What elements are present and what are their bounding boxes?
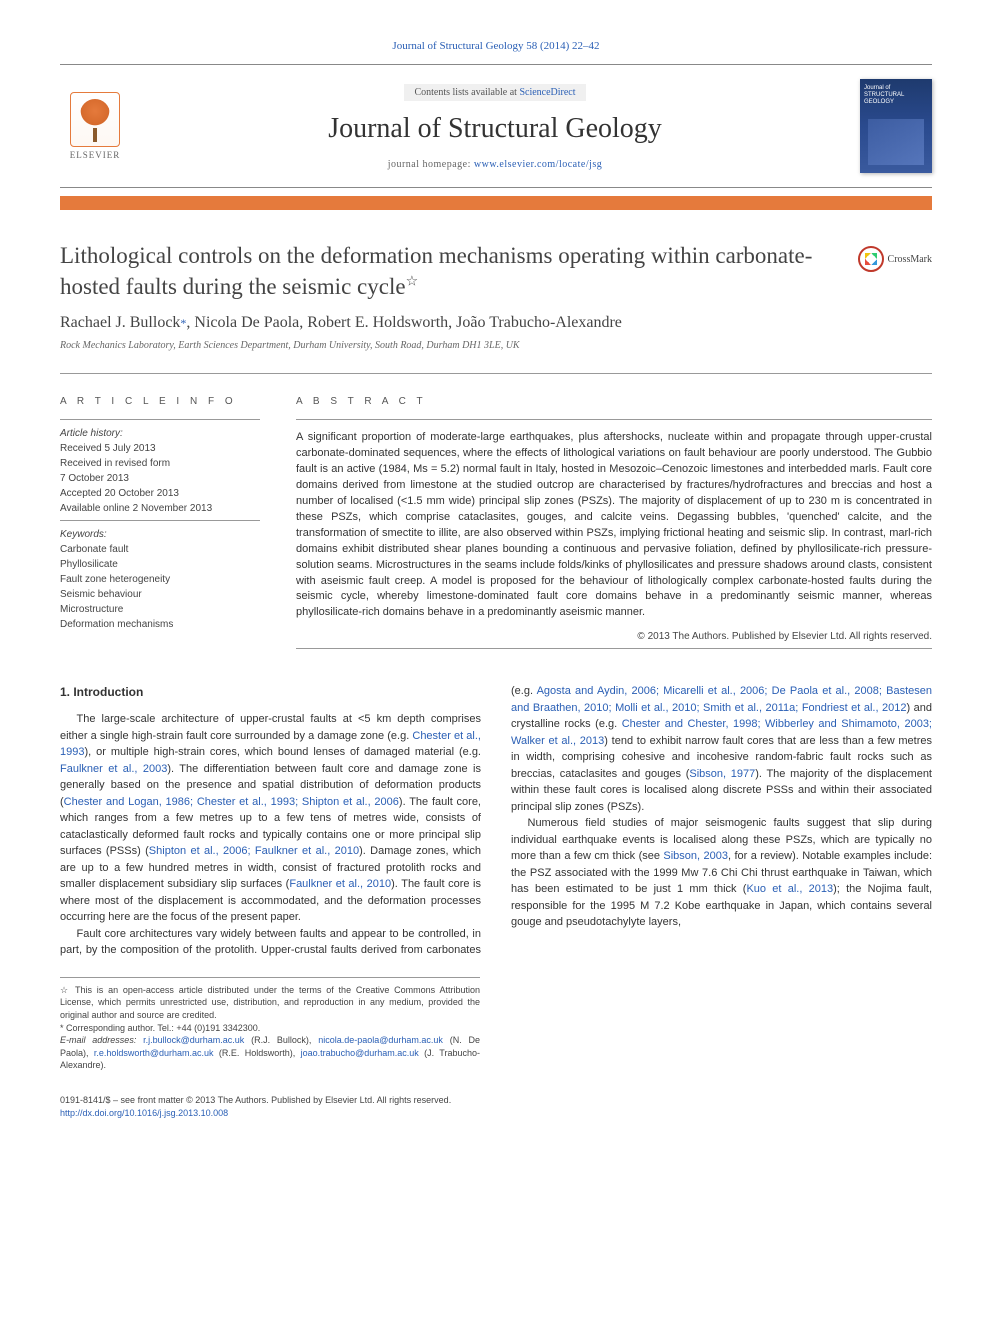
footnote-text: Corresponding author. Tel.: +44 (0)191 3… [64,1023,261,1033]
crossmark-label: CrossMark [888,254,932,265]
history-item: Available online 2 November 2013 [60,501,260,516]
abstract-copyright: © 2013 The Authors. Published by Elsevie… [296,631,932,642]
citation-link[interactable]: Kuo et al., 2013 [746,883,833,895]
journal-cover-label: Journal of STRUCTURAL GEOLOGY [864,85,928,107]
email-addresses: E-mail addresses: r.j.bullock@durham.ac.… [60,1034,480,1072]
citation-link[interactable]: Sibson, 2003 [663,850,728,862]
body-text: 1. Introduction The large-scale architec… [60,683,932,959]
footer-info: 0191-8141/$ – see front matter © 2013 Th… [60,1094,932,1119]
corresponding-author-footnote: * Corresponding author. Tel.: +44 (0)191… [60,1022,480,1035]
citation-link[interactable]: Agosta and Aydin, 2006; Micarelli et al.… [511,685,932,714]
publisher-logo[interactable]: ELSEVIER [60,86,130,166]
email-label: E-mail addresses: [60,1035,143,1045]
open-access-star-icon: ☆ [406,274,419,289]
footnote-text: This is an open-access article distribut… [60,985,480,1020]
article-meta-block: A R T I C L E I N F O Article history: R… [60,373,932,649]
masthead-center: Contents lists available at ScienceDirec… [148,82,842,170]
abstract-column: A B S T R A C T A significant proportion… [296,396,932,649]
article-title-text: Lithological controls on the deformation… [60,243,812,299]
publisher-name: ELSEVIER [70,150,121,160]
body-text-run: ), or multiple high-strain cores, which … [84,746,481,758]
body-text-run: subsidiary slip surfaces ( [167,878,289,890]
article-info-column: A R T I C L E I N F O Article history: R… [60,396,260,649]
citation-link[interactable]: Faulkner et al., 2003 [60,763,167,775]
author-name: Rachael J. Bullock [60,314,180,331]
masthead: ELSEVIER Contents lists available at Sci… [60,64,932,188]
author-name: Robert E. Holdsworth [307,314,448,331]
corresponding-star-icon: * [180,316,186,330]
history-item: 7 October 2013 [60,471,260,486]
star-icon: ☆ [60,985,70,995]
citation-link[interactable]: Chester and Logan, 1986; Chester et al.,… [64,796,399,808]
homepage-line: journal homepage: www.elsevier.com/locat… [148,159,842,170]
email-link[interactable]: r.e.holdsworth@durham.ac.uk [94,1048,214,1058]
crossmark-icon [858,246,884,272]
open-access-footnote: ☆ This is an open-access article distrib… [60,984,480,1022]
abstract-heading: A B S T R A C T [296,396,932,407]
meta-rule [60,520,260,521]
meta-rule [296,648,932,649]
keyword: Fault zone heterogeneity [60,572,260,587]
email-link[interactable]: r.j.bullock@durham.ac.uk [143,1035,244,1045]
author-name: João Trabucho-Alexandre [456,314,622,331]
citation-link[interactable]: Shipton et al., 2006; Faulkner et al., 2… [149,845,359,857]
contents-text: Contents lists available at [414,87,519,98]
homepage-link[interactable]: www.elsevier.com/locate/jsg [474,159,602,170]
accent-rule [60,196,932,210]
crossmark-badge[interactable]: CrossMark [858,246,932,272]
issn-line: 0191-8141/$ – see front matter © 2013 Th… [60,1094,932,1107]
history-item: Accepted 20 October 2013 [60,486,260,501]
section-heading: 1. Introduction [60,683,481,701]
body-paragraph: Numerous field studies of major seismoge… [511,815,932,931]
author-name: Nicola De Paola [194,314,299,331]
history-label: Article history: [60,426,260,441]
citation-link[interactable]: Journal of Structural Geology 58 (2014) … [392,40,599,52]
keyword: Carbonate fault [60,542,260,557]
email-link[interactable]: nicola.de-paola@durham.ac.uk [318,1035,443,1045]
body-paragraph: The large-scale architecture of upper-cr… [60,711,481,926]
keyword: Microstructure [60,602,260,617]
homepage-prefix: journal homepage: [388,159,474,170]
keyword: Phyllosilicate [60,557,260,572]
article-title: Lithological controls on the deformation… [60,240,838,302]
email-who: (R.J. Bullock), [244,1035,318,1045]
citation-line: Journal of Structural Geology 58 (2014) … [60,40,932,52]
citation-link[interactable]: Sibson, 1977 [689,768,755,780]
authors-line: Rachael J. Bullock*, Nicola De Paola, Ro… [60,314,932,332]
keywords-label: Keywords: [60,527,260,542]
sciencedirect-link[interactable]: ScienceDirect [519,87,575,98]
journal-cover-thumbnail[interactable]: Journal of STRUCTURAL GEOLOGY [860,79,932,173]
keyword: Seismic behaviour [60,587,260,602]
citation-link[interactable]: Faulkner et al., 2010 [289,878,391,890]
footnotes: ☆ This is an open-access article distrib… [60,977,480,1072]
email-who: (R.E. Holdsworth), [214,1048,301,1058]
article-title-row: Lithological controls on the deformation… [60,240,932,302]
meta-rule [60,419,260,420]
affiliation: Rock Mechanics Laboratory, Earth Science… [60,340,932,351]
keyword: Deformation mechanisms [60,617,260,632]
history-item: Received in revised form [60,456,260,471]
journal-title: Journal of Structural Geology [148,113,842,145]
elsevier-tree-icon [70,92,120,147]
email-link[interactable]: joao.trabucho@durham.ac.uk [301,1048,419,1058]
article-info-heading: A R T I C L E I N F O [60,396,260,407]
meta-rule [296,419,932,420]
abstract-text: A significant proportion of moderate-lar… [296,430,932,621]
history-item: Received 5 July 2013 [60,441,260,456]
contents-available-line: Contents lists available at ScienceDirec… [404,84,585,101]
doi-link[interactable]: http://dx.doi.org/10.1016/j.jsg.2013.10.… [60,1108,228,1118]
page: Journal of Structural Geology 58 (2014) … [0,0,992,1159]
